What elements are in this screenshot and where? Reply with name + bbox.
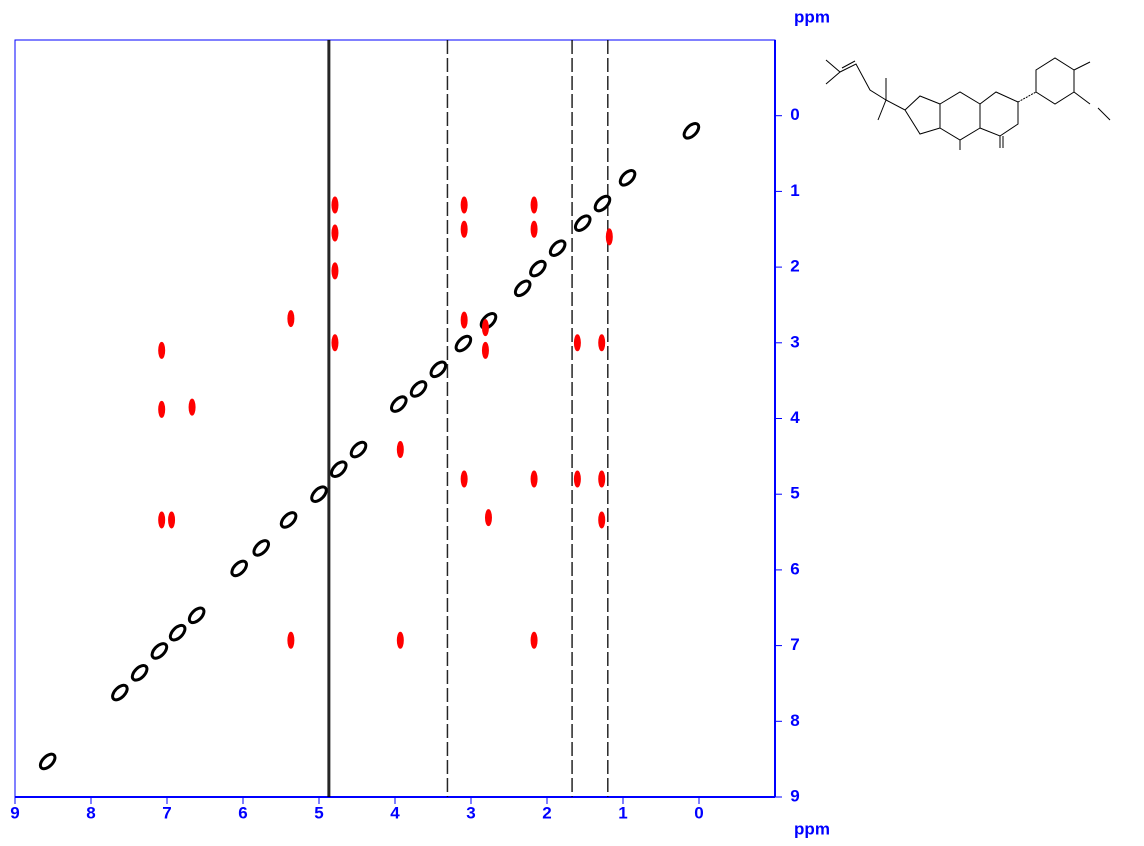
- diagonal-peak: [329, 460, 348, 478]
- cross-peak: [460, 220, 468, 238]
- y-tick-label: 1: [790, 181, 799, 200]
- y-tick-label: 7: [790, 635, 799, 654]
- cross-peak: [460, 196, 468, 214]
- cross-peak: [460, 470, 468, 488]
- diagonal-peak: [429, 360, 448, 379]
- bond: [841, 60, 856, 69]
- x-tick-label: 3: [466, 803, 475, 822]
- diagonal-peak: [529, 259, 547, 278]
- diagonal-peak: [682, 122, 701, 140]
- cross-peak: [396, 631, 404, 649]
- bond: [979, 91, 1019, 137]
- x-tick-label: 7: [162, 803, 171, 822]
- y-tick-label: 0: [790, 105, 799, 124]
- diagonal-peak: [390, 395, 408, 413]
- cross-peak: [481, 341, 489, 359]
- diagonal-peak: [593, 194, 612, 213]
- x-tick-label: 1: [618, 803, 627, 822]
- cross-peak: [484, 509, 492, 527]
- plot-frame: [14, 39, 776, 798]
- cross-peak: [331, 334, 339, 352]
- cross-peak: [460, 311, 468, 329]
- diagonal-peak: [513, 279, 532, 298]
- diagonal-peak: [111, 683, 129, 702]
- cross-peak: [605, 228, 613, 246]
- bond: [839, 63, 887, 101]
- cross-peak: [573, 470, 581, 488]
- x-axis-label: ppm: [794, 819, 830, 838]
- bond: [1073, 91, 1091, 105]
- diagonal-peak: [187, 606, 206, 625]
- y-tick-label: 3: [790, 332, 799, 351]
- diagonal-peak: [548, 239, 567, 257]
- cross-peak: [530, 196, 538, 214]
- cross-peak: [158, 400, 166, 418]
- x-tick-label: 4: [390, 803, 400, 822]
- bond: [877, 99, 887, 121]
- bond: [1073, 61, 1091, 71]
- cross-peak: [287, 631, 295, 649]
- y-tick-label: 2: [790, 257, 799, 276]
- diagonal-peak: [130, 664, 149, 682]
- diagonal-peak: [409, 380, 428, 398]
- y-tick-label: 9: [790, 786, 799, 805]
- cross-peak: [188, 398, 196, 416]
- y-tick-label: 5: [790, 484, 799, 503]
- y-tick-label: 4: [790, 408, 800, 427]
- cross-peak: [598, 334, 606, 352]
- x-tick-label: 8: [86, 803, 95, 822]
- diagonal-peak: [349, 440, 368, 459]
- diagonal-peak: [310, 485, 328, 503]
- y-tick-label: 8: [790, 711, 799, 730]
- x-tick-label: 9: [10, 803, 19, 822]
- x-tick-label: 5: [314, 803, 323, 822]
- plot-area: 9 8 7 6 5 4 3 2 1 0 0 1 2 3 4 5 6 7 8 9: [10, 39, 800, 822]
- cross-peak: [598, 470, 606, 488]
- x-tick-label: 2: [542, 803, 551, 822]
- cross-peak: [530, 220, 538, 238]
- cross-peak: [396, 441, 404, 459]
- diagonal-peak: [150, 642, 169, 660]
- structure-background: [801, 42, 1144, 212]
- diagonal-peak: [38, 752, 57, 771]
- diagonal-peak: [252, 539, 271, 557]
- diagonal-peak: [618, 168, 637, 187]
- cross-peak: [158, 341, 166, 359]
- cross-peak: [598, 511, 606, 529]
- x-tick-label: 0: [694, 803, 703, 822]
- cross-peak: [331, 224, 339, 242]
- diagonal-peak: [168, 623, 187, 642]
- cross-peak: [287, 310, 295, 328]
- cross-peak: [573, 334, 581, 352]
- cross-peak: [481, 319, 489, 337]
- cross-peak: [331, 196, 339, 214]
- y-tick-label: 6: [790, 559, 799, 578]
- cross-peak: [158, 511, 166, 529]
- molecule-structure: [801, 42, 1144, 212]
- diagonal-peak: [279, 511, 298, 529]
- cross-peak: [530, 631, 538, 649]
- diagonal-peak: [573, 214, 592, 232]
- diagonal-peak: [454, 334, 473, 353]
- bond: [1017, 91, 1037, 103]
- x-tick-label: 6: [238, 803, 247, 822]
- cross-peak: [530, 470, 538, 488]
- cross-peak: [168, 511, 176, 529]
- y-axis-label: ppm: [794, 7, 830, 26]
- cross-peak: [331, 262, 339, 280]
- bond: [1097, 107, 1111, 121]
- diagonal-peak: [230, 559, 248, 578]
